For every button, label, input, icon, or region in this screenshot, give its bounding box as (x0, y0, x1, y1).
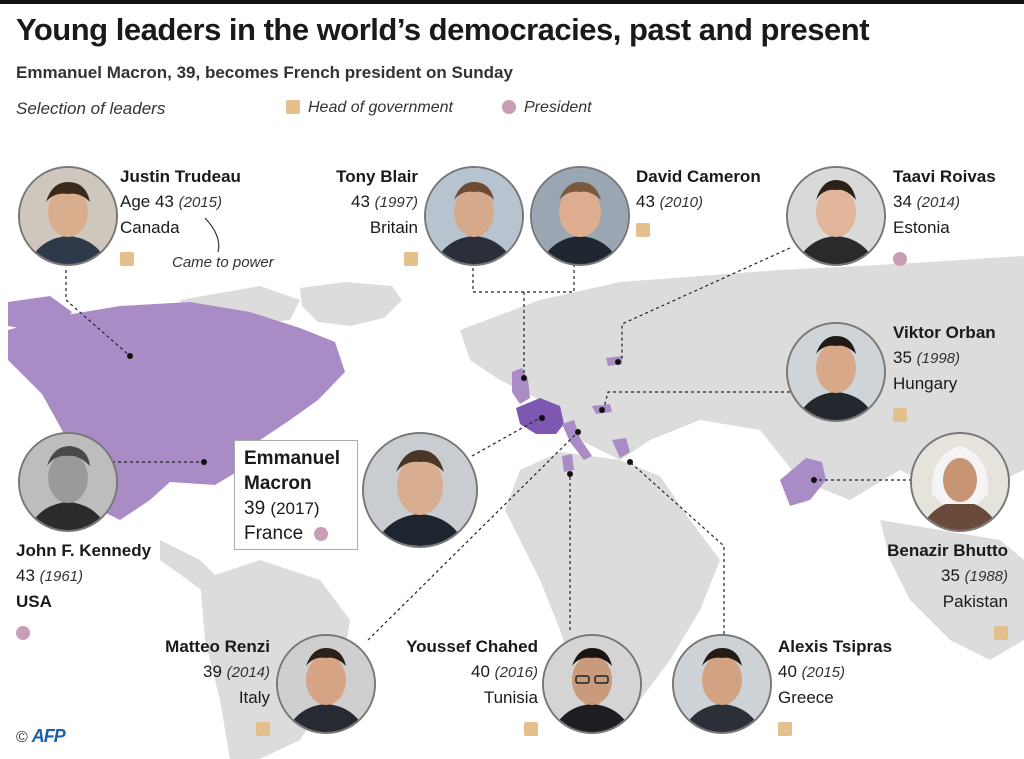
line-trudeau (65, 270, 131, 357)
macron-highlight-box (234, 440, 358, 550)
dot-britain (521, 375, 527, 381)
land-masses (160, 256, 1024, 759)
leader-tsipras: Alexis Tsipras 40 (2015) Greece (778, 634, 892, 741)
leader-bhutto: Benazir Bhutto 35 (1988) Pakistan (887, 538, 1008, 645)
blair-portrait (424, 166, 524, 266)
page-title: Young leaders in the world’s democracies… (16, 12, 870, 47)
southeast-asia (880, 520, 1024, 660)
head-of-government-square-icon (778, 722, 792, 736)
dot-france (539, 415, 545, 421)
kennedy-portrait (18, 432, 118, 532)
line-tsipras (629, 461, 725, 640)
line-macron (471, 417, 541, 457)
legend-head-of-government: Head of government (286, 99, 453, 117)
leader-blair: Tony Blair 43 (1997) Britain (336, 164, 418, 271)
head-of-government-square-icon (256, 722, 270, 736)
tunisia (562, 454, 574, 472)
leader-trudeau: Justin Trudeau Age 43 (2015) Canada (120, 164, 241, 271)
dot-greece (627, 459, 633, 465)
president-dot-icon (314, 527, 329, 541)
orban-portrait (786, 322, 886, 422)
head-of-government-square-icon (286, 100, 300, 114)
afp-logo: AFP (31, 726, 66, 746)
page-subtitle: Emmanuel Macron, 39, becomes French pres… (16, 63, 513, 82)
dot-pakistan (811, 477, 817, 483)
leader-roivas: Taavi Roivas 34 (2014) Estonia (893, 164, 996, 271)
leader-orban: Viktor Orban 35 (1998) Hungary (893, 320, 996, 427)
line-renzi (367, 431, 579, 641)
credit: © AFP (16, 726, 66, 747)
head-of-government-square-icon (893, 408, 907, 422)
tsipras-portrait (672, 634, 772, 734)
dot-canada (127, 353, 133, 359)
came-to-power-annotation: Came to power (172, 254, 274, 271)
pakistan (780, 458, 826, 506)
leader-macron: Emmanuel Macron 39 (2017) France (244, 448, 341, 544)
head-of-government-square-icon (404, 252, 418, 266)
leader-lines (65, 247, 912, 641)
head-of-government-square-icon (120, 252, 134, 266)
head-of-government-square-icon (524, 722, 538, 736)
president-dot-icon (502, 100, 516, 114)
alaska (8, 296, 72, 330)
greenland (300, 282, 402, 326)
president-dot-icon (16, 626, 30, 640)
line-roivas (621, 247, 791, 360)
renzi-portrait (276, 634, 376, 734)
head-of-government-square-icon (636, 223, 650, 237)
central-america (160, 540, 230, 600)
dot-usa (201, 459, 207, 465)
president-dot-icon (893, 252, 907, 266)
macron-portrait (362, 432, 478, 548)
line-orban (603, 391, 790, 409)
dot-hungary (599, 407, 605, 413)
cameron-portrait (530, 166, 630, 266)
bhutto-portrait (910, 432, 1010, 532)
eurasia (460, 256, 1024, 500)
roivas-portrait (786, 166, 886, 266)
head-of-government-square-icon (994, 626, 1008, 640)
dot-estonia (615, 359, 621, 365)
dot-italy (575, 429, 581, 435)
italy (562, 420, 592, 460)
chahed-portrait (542, 634, 642, 734)
leader-cameron: David Cameron 43 (2010) (636, 164, 761, 242)
legend-selection-label: Selection of leaders (16, 99, 166, 118)
greece (612, 438, 630, 458)
came-to-power-arrow (204, 217, 220, 253)
leader-renzi: Matteo Renzi 39 (2014) Italy (165, 634, 270, 741)
copyright-symbol: © (16, 729, 28, 746)
top-rule (0, 0, 1024, 4)
trudeau-portrait (18, 166, 118, 266)
location-dots (127, 353, 817, 483)
leader-kennedy: John F. Kennedy 43 (1961) USA (16, 538, 151, 645)
leader-chahed: Youssef Chahed 40 (2016) Tunisia (406, 634, 538, 741)
line-blair-cameron (472, 262, 575, 376)
dot-tunisia (567, 471, 573, 477)
africa (505, 452, 720, 720)
legend-president: President (502, 99, 592, 117)
